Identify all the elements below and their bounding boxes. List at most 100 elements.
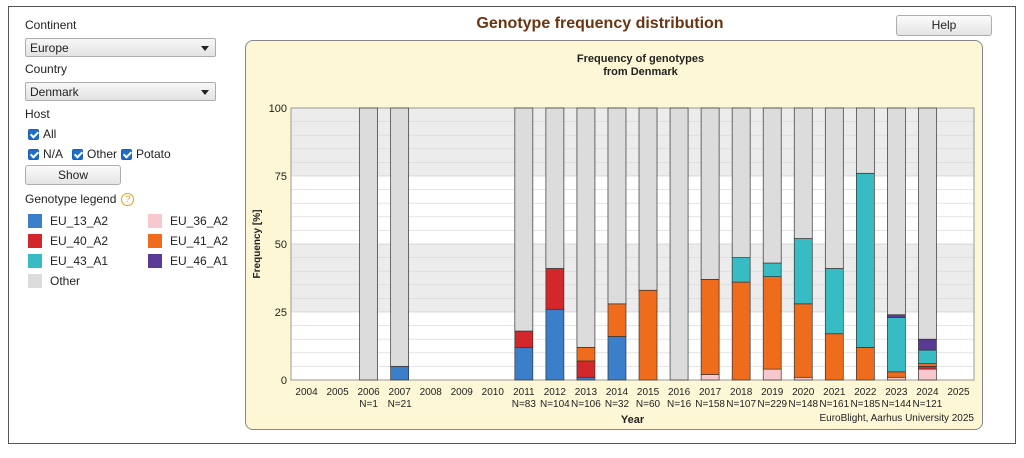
sample-size-label: N=60 [636,399,661,410]
x-tick-label: 2016 [668,387,691,398]
bar-segment-eu-13-a2 [390,366,410,381]
bar-segment-eu-36-a2 [918,368,937,381]
bar-segment-eu-46-a1 [887,314,906,318]
x-tick-label: 2023 [885,387,908,398]
legend-item-other: Other [28,274,80,288]
sample-size-label: N=106 [571,399,601,410]
legend-item-eu-40-a2: EU_40_A2 [28,234,108,248]
bar-segment-eu-41-a2 [638,289,658,381]
continent-select[interactable]: Europe [25,38,216,57]
bar-segment-eu-36-a2 [762,368,782,381]
sample-size-label: N=148 [788,399,818,410]
x-tick-label: 2013 [575,387,598,398]
host-potato-checkbox[interactable]: Potato [121,147,171,161]
bar-segment-eu-13-a2 [545,308,565,381]
bar-segment-other [855,107,875,174]
sample-size-label: N=83 [512,399,537,410]
bar-segment-other [700,107,720,280]
x-tick-label: 2024 [916,387,939,398]
x-tick-label: 2007 [389,387,412,398]
chart-credit: EuroBlight, Aarhus University 2025 [819,413,974,424]
bar-segment-other [607,107,627,305]
bar-segment-eu-40-a2 [545,268,565,310]
host-other-checkbox[interactable]: Other [72,147,117,161]
show-button[interactable]: Show [25,165,121,185]
bar-segment-other [824,107,844,269]
host-all-checkbox[interactable]: All [28,127,56,141]
host-na-label: N/A [43,147,64,161]
checkbox-checked-icon [28,128,39,140]
legend-swatch [148,254,162,268]
y-axis-label: Frequency [%] [252,210,263,279]
chart-panel: Frequency of genotypes from Denmark 0 25 50 7… [245,40,983,430]
bar-segment-eu-43-a1 [824,268,844,335]
legend-swatch [28,274,42,288]
sample-size-label: N=16 [667,399,692,410]
genotype-legend-heading: Genotype legend ? [25,192,135,206]
sample-size-label: N=144 [882,399,912,410]
bar-segment-other [545,107,565,269]
legend-item-eu-41-a2: EU_41_A2 [148,234,228,248]
sample-size-label: N=229 [757,399,787,410]
host-na-checkbox[interactable]: N/A [28,147,63,161]
bar-segment-eu-36-a2 [887,376,906,381]
legend-label: EU_36_A2 [170,214,229,228]
host-other-label: Other [87,147,118,161]
continent-label: Continent [25,18,77,32]
bar-segment-other [669,107,689,381]
sample-size-label: N=158 [695,399,725,410]
y-tick-label: 75 [275,171,287,183]
x-tick-label: 2009 [451,387,474,398]
bar-segment-eu-40-a2 [918,366,937,370]
x-tick-label: 2017 [699,387,722,398]
sample-size-label: N=161 [819,399,849,410]
bar-segment-eu-43-a1 [887,317,906,373]
checkbox-checked-icon [28,148,39,160]
sample-size-label: N=107 [726,399,756,410]
legend-item-eu-46-a1: EU_46_A1 [148,254,228,268]
country-label: Country [25,62,68,76]
bar-segment-other [638,107,658,291]
legend-item-eu-43-a1: EU_43_A1 [28,254,108,268]
help-button[interactable]: Help [896,15,992,36]
bar-segment-other [359,107,378,381]
x-tick-label: 2011 [513,387,535,398]
bar-segment-eu-40-a2 [576,360,596,378]
chart-title: from Denmark [603,66,678,78]
bar-segment-eu-43-a1 [731,257,751,283]
x-tick-label: 2012 [544,387,567,398]
country-select[interactable]: Denmark [25,82,216,101]
bar-segment-eu-13-a2 [576,376,596,381]
sample-size-label: N=21 [388,399,413,410]
x-tick-label: 2008 [420,387,443,398]
sample-size-label: N=1 [359,399,378,410]
checkbox-checked-icon [121,148,132,160]
legend-swatch [148,214,162,228]
bar-segment-other [390,107,410,367]
legend-label: EU_40_A2 [50,234,109,248]
bar-segment-eu-40-a2 [514,330,534,348]
question-help-icon[interactable]: ? [121,192,135,206]
bar-segment-eu-43-a1 [918,349,937,365]
sample-size-label: N=104 [540,399,570,410]
x-tick-label: 2015 [637,387,660,398]
bar-segment-eu-41-a2 [607,303,627,337]
bar-segment-eu-41-a2 [762,276,782,370]
bar-segment-eu-41-a2 [731,281,751,381]
sample-size-label: N=121 [913,399,943,410]
legend-label: EU_13_A2 [50,214,109,228]
legend-label: EU_46_A1 [170,254,229,268]
x-tick-label: 2020 [792,387,815,398]
checkbox-checked-icon [72,148,83,160]
bar-segment-eu-41-a2 [855,347,875,381]
sample-size-label: N=185 [850,399,880,410]
legend-label: EU_43_A1 [50,254,109,268]
legend-swatch [28,214,42,228]
page-title: Genotype frequency distribution [476,15,724,32]
legend-item-eu-36-a2: EU_36_A2 [148,214,228,228]
x-tick-label: 2014 [606,387,629,398]
x-tick-label: 2006 [357,387,380,398]
chevron-down-icon [201,46,209,51]
bar-segment-other [793,107,813,239]
